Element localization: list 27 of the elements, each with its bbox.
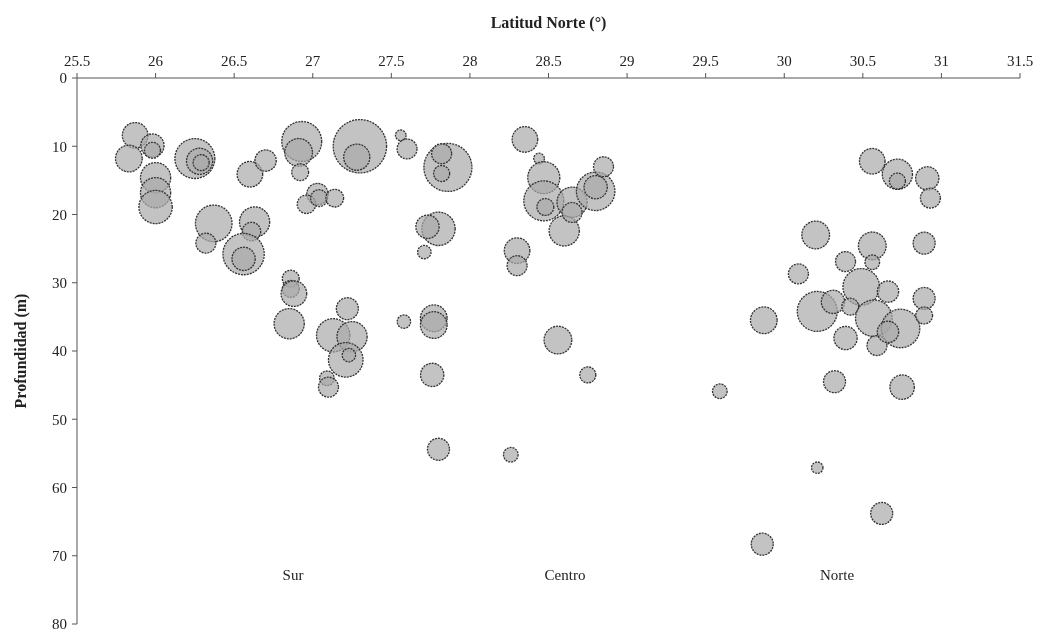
y-tick-label: 30 <box>52 275 67 291</box>
y-tick-label: 70 <box>52 548 67 564</box>
x-tick-label: 28 <box>462 53 478 69</box>
y-tick-label: 50 <box>52 411 67 428</box>
x-tick-label: 27 <box>305 53 321 69</box>
y-tick-label: 10 <box>52 138 67 155</box>
y-tick-label: 20 <box>52 206 67 223</box>
annotation: Centro <box>544 567 586 583</box>
x-tick-label: 31 <box>933 53 949 69</box>
x-tick-label: 29.5 <box>692 53 719 69</box>
y-tick-label: 60 <box>52 479 67 496</box>
x-tick-label: 28.5 <box>535 53 562 69</box>
y-tick-label: 80 <box>52 616 67 633</box>
x-tick-label: 26.5 <box>221 53 248 69</box>
x-tick-label: 31.5 <box>1006 53 1034 69</box>
x-tick-label: 27.5 <box>378 53 405 69</box>
x-tick-label: 29 <box>619 53 635 69</box>
x-tick-label: 26 <box>148 53 164 69</box>
x-tick-label: 30 <box>776 53 792 69</box>
y-axis-title: Profundidad (m) <box>12 293 30 409</box>
annotation: Norte <box>819 567 855 583</box>
y-tick-label: 0 <box>59 70 67 87</box>
x-axis-title: Latitud Norte (°) <box>490 14 607 32</box>
y-tick-label: 40 <box>52 343 67 360</box>
x-tick-label: 25.5 <box>63 53 91 69</box>
annotation: Sur <box>282 567 304 583</box>
x-tick-label: 30.5 <box>849 53 876 69</box>
